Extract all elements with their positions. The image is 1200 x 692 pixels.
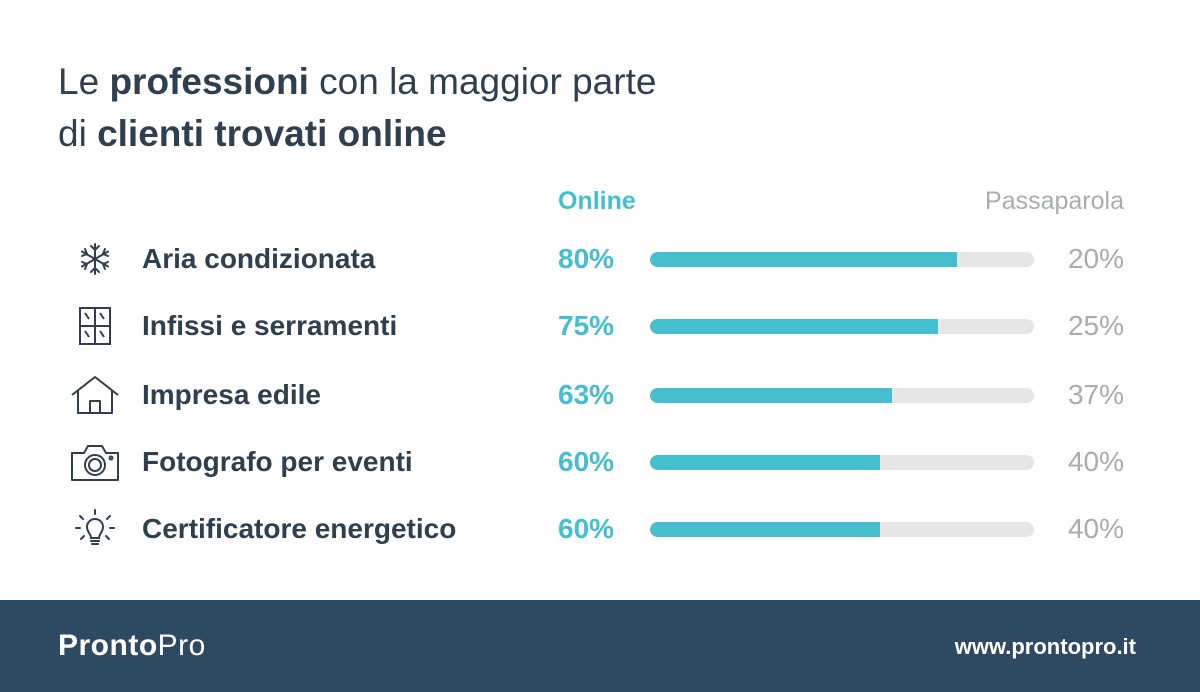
- chart-row: Infissi e serramenti 75% 25%: [0, 301, 1200, 351]
- online-value-label: 63%: [558, 379, 615, 410]
- chart-row: Certificatore energetico 60% 40%: [0, 504, 1200, 554]
- passaparola-bar: [650, 455, 1034, 470]
- chart-row: Aria condizionata 80% 20%: [0, 234, 1200, 284]
- snowflake-icon: [68, 238, 122, 280]
- passaparola-bar: [650, 522, 1034, 537]
- online-bar: [650, 455, 881, 470]
- chart-row: Fotografo per eventi 60% 40%: [0, 437, 1200, 487]
- passaparola-bar: [650, 388, 1034, 403]
- website-url: www.prontopro.it: [954, 634, 1136, 659]
- passaparola-value-label: 25%: [1067, 310, 1124, 341]
- online-bar: [650, 252, 958, 267]
- passaparola-bar: [650, 252, 1034, 267]
- passaparola-value-label: 37%: [1067, 379, 1124, 410]
- footer: ProntoPro www.prontopro.it: [0, 600, 1200, 692]
- category-label: Certificatore energetico: [142, 513, 457, 544]
- online-bar: [650, 522, 881, 537]
- online-bar: [650, 388, 892, 403]
- online-column-header: Online: [558, 187, 636, 215]
- brand-logo: ProntoPro: [58, 629, 206, 662]
- online-value-label: 80%: [558, 243, 615, 274]
- camera-icon: [68, 441, 122, 483]
- lightbulb-icon: [68, 508, 122, 550]
- online-value-label: 60%: [558, 446, 615, 477]
- category-label: Infissi e serramenti: [142, 310, 398, 341]
- chart-rows: Aria condizionata 80% 20% Infissi e serrame…: [0, 234, 1200, 554]
- passaparola-column-header: Passaparola: [985, 187, 1124, 215]
- house-icon: [68, 374, 122, 416]
- online-bar: [650, 319, 938, 334]
- passaparola-bar: [650, 319, 1034, 334]
- chart-title: Le professioni con la maggior parte di cl…: [58, 61, 657, 154]
- passaparola-value-label: 20%: [1067, 243, 1124, 274]
- category-label: Aria condizionata: [142, 243, 376, 274]
- passaparola-value-label: 40%: [1067, 513, 1124, 544]
- online-value-label: 75%: [558, 310, 615, 341]
- window-icon: [68, 305, 122, 347]
- category-label: Fotografo per eventi: [142, 446, 413, 477]
- chart-row: Impresa edile 63% 37%: [0, 370, 1200, 420]
- passaparola-value-label: 40%: [1067, 446, 1124, 477]
- online-value-label: 60%: [558, 513, 615, 544]
- category-label: Impresa edile: [142, 379, 321, 410]
